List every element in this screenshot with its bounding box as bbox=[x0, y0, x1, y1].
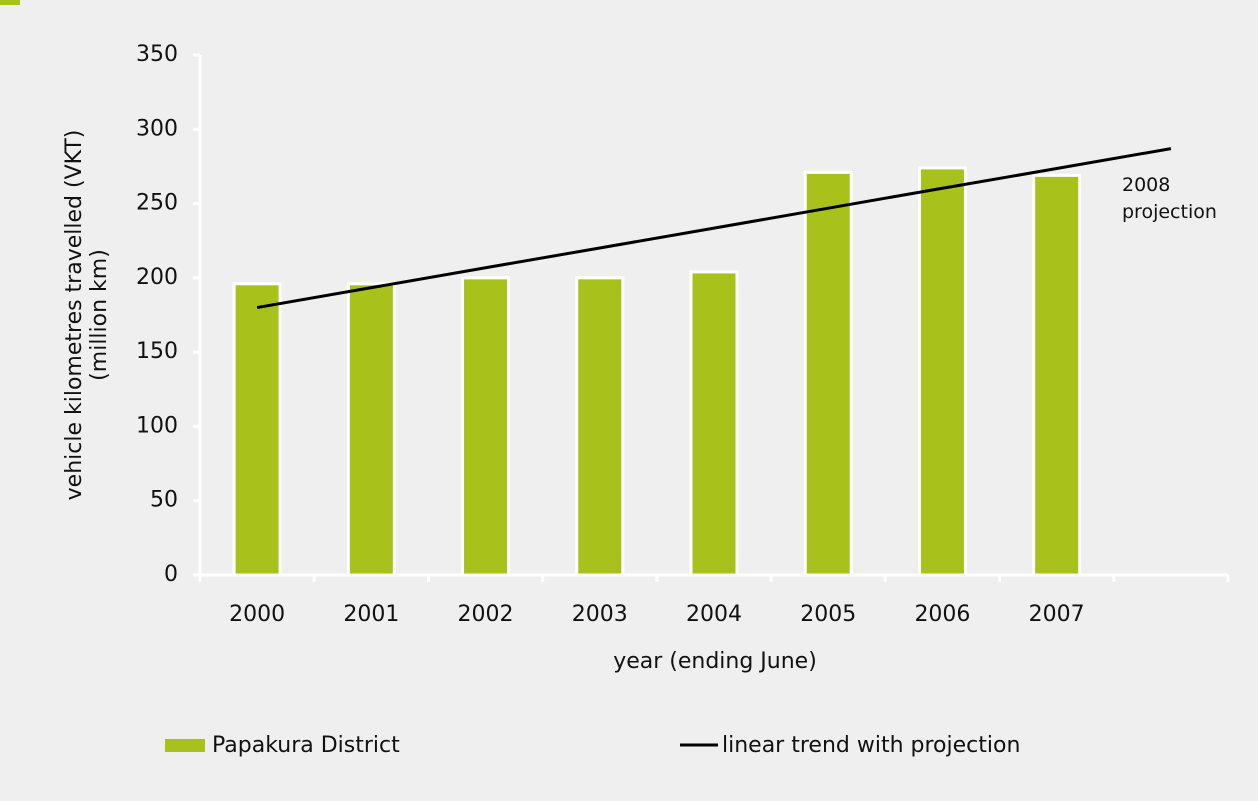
bar bbox=[461, 276, 511, 577]
annotation-line: projection bbox=[1122, 201, 1217, 223]
bar bbox=[346, 282, 396, 577]
x-tick-label: 2007 bbox=[1029, 602, 1085, 627]
y-axis-title: (million km) bbox=[87, 249, 112, 381]
bar bbox=[803, 170, 853, 577]
y-tick-label: 350 bbox=[136, 42, 178, 67]
y-tick-label: 0 bbox=[164, 562, 178, 587]
bar bbox=[917, 166, 967, 577]
bar bbox=[1032, 173, 1082, 577]
y-tick-label: 200 bbox=[136, 265, 178, 290]
y-tick-label: 300 bbox=[136, 116, 178, 141]
y-tick-label: 250 bbox=[136, 191, 178, 216]
x-tick-label: 2002 bbox=[458, 602, 514, 627]
y-tick-label: 50 bbox=[150, 488, 178, 513]
bar bbox=[575, 276, 625, 577]
trend-line bbox=[256, 147, 1172, 310]
legend-label: Papakura District bbox=[212, 733, 400, 758]
legend-label: linear trend with projection bbox=[722, 733, 1020, 758]
annotation: 2008 projection bbox=[1122, 174, 1217, 223]
x-tick-label: 2003 bbox=[572, 602, 628, 627]
bar bbox=[689, 270, 739, 577]
corner-mark bbox=[0, 0, 20, 5]
annotation-line: 2008 bbox=[1122, 174, 1170, 196]
x-tick-label: 2000 bbox=[229, 602, 285, 627]
x-axis-title: year (ending June) bbox=[613, 649, 817, 674]
bar bbox=[232, 282, 282, 577]
x-tick-label: 2004 bbox=[686, 602, 742, 627]
x-tick-label: 2001 bbox=[343, 602, 399, 627]
y-tick-label: 100 bbox=[136, 413, 178, 438]
y-tick-label: 150 bbox=[136, 339, 178, 364]
legend-swatch bbox=[165, 739, 205, 752]
y-axis-title: vehicle kilometres travelled (VKT) bbox=[62, 130, 87, 501]
x-tick-label: 2005 bbox=[800, 602, 856, 627]
x-tick-label: 2006 bbox=[914, 602, 970, 627]
